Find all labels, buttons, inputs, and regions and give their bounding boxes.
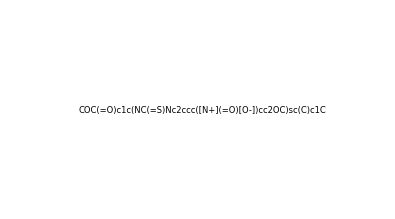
Text: COC(=O)c1c(NC(=S)Nc2ccc([N+](=O)[O-])cc2OC)sc(C)c1C: COC(=O)c1c(NC(=S)Nc2ccc([N+](=O)[O-])cc2… (79, 106, 326, 115)
